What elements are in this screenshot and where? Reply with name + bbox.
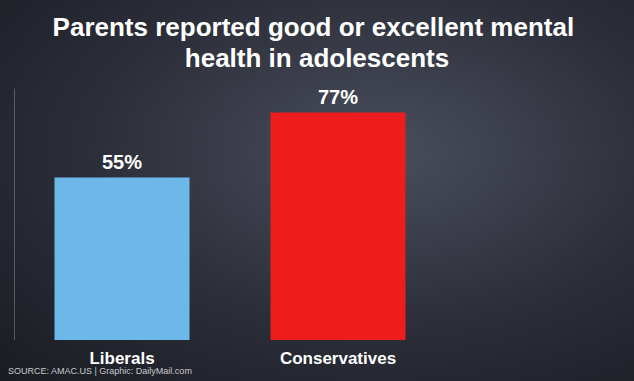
svg-text:55%: 55% bbox=[102, 151, 142, 173]
svg-text:Parents reported good or excel: Parents reported good or excellent menta… bbox=[53, 12, 582, 42]
svg-text:Conservatives: Conservatives bbox=[280, 349, 396, 368]
svg-text:health in adolescents: health in adolescents bbox=[185, 43, 449, 73]
svg-text:Liberals: Liberals bbox=[89, 349, 154, 368]
svg-text:SOURCE: AMAC.US | Graphic: Dai: SOURCE: AMAC.US | Graphic: DailyMail.com bbox=[8, 365, 192, 376]
svg-text:77%: 77% bbox=[318, 86, 358, 108]
